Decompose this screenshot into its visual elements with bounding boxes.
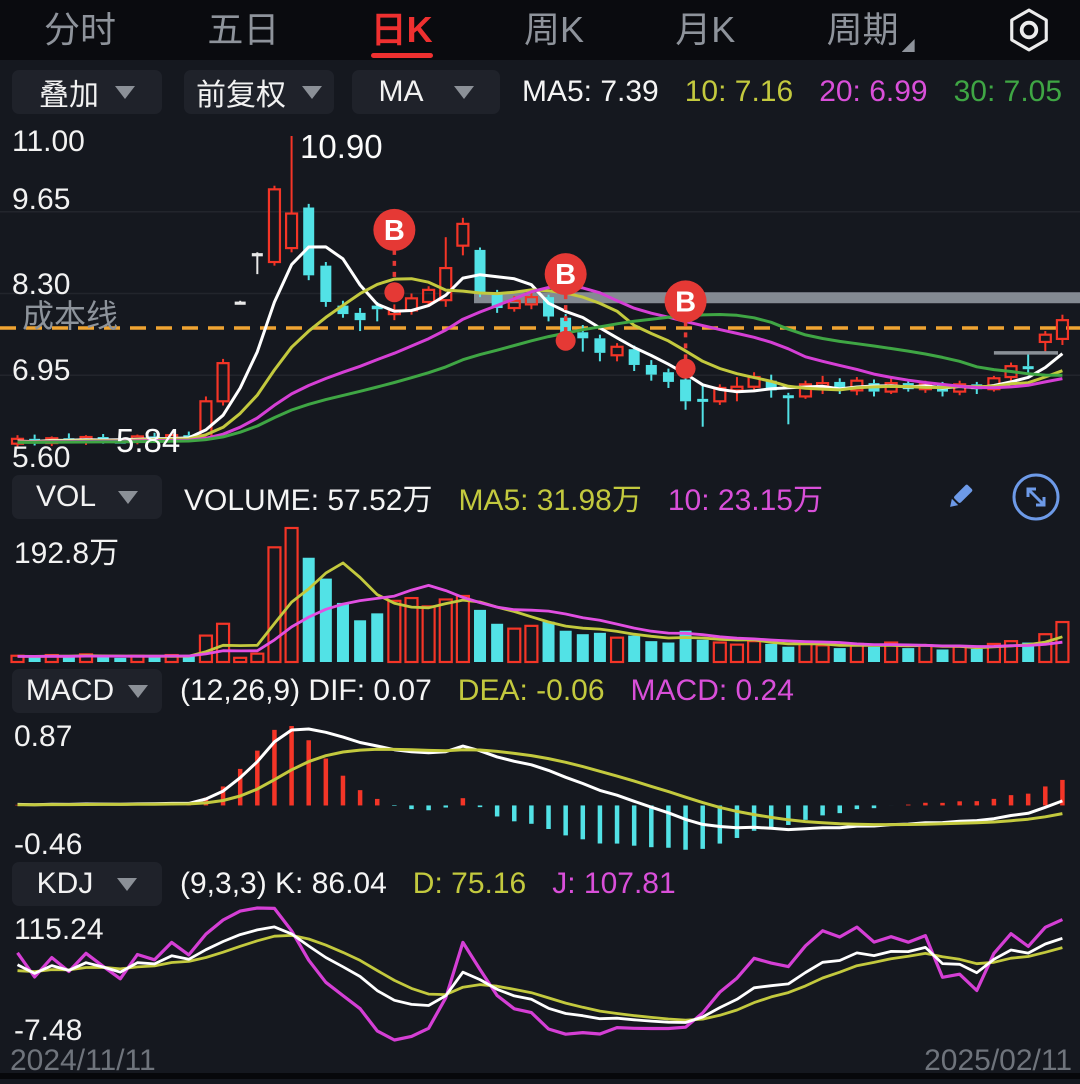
macd-legend: (12,26,9) DIF: 0.07 DEA: -0.06 MACD: 0.2… <box>180 674 820 708</box>
ma-legend: MA5: 7.39 10: 7.16 20: 6.99 30: 7.05 <box>522 75 1080 109</box>
macd-axis-label: 0.87 <box>14 720 73 753</box>
chevron-down-icon <box>453 85 474 99</box>
ma30-value: 30: 7.05 <box>953 75 1063 108</box>
chevron-down-icon <box>117 877 138 891</box>
kdj-axis-label: -7.48 <box>14 1014 83 1047</box>
chevron-down-icon <box>128 684 149 698</box>
k-value: (9,3,3) K: 86.04 <box>180 867 387 900</box>
x-axis-end-date: 2025/02/11 <box>924 1044 1072 1077</box>
ma5-value: MA5: 7.39 <box>522 75 659 108</box>
tab-daily-k[interactable]: 日K <box>370 0 433 60</box>
svg-text:B: B <box>555 259 576 291</box>
vol-axis-label: 192.8万 <box>14 537 120 570</box>
vol-legend: VOLUME: 57.52万 MA5: 31.98万 10: 23.15万 <box>184 475 849 519</box>
top-nav: 分时 五日 日K 周K 月K 周期 <box>0 0 1080 60</box>
vol-header-row: VOL VOLUME: 57.52万 MA5: 31.98万 10: 23.15… <box>0 472 1080 522</box>
tab-daily-k-label: 日K <box>370 9 433 50</box>
price-axis-label: 9.65 <box>12 183 71 216</box>
overlay-dropdown-label: 叠加 <box>39 79 99 112</box>
adjust-dropdown-label: 前复权 <box>196 79 286 112</box>
active-tab-underline <box>370 53 433 58</box>
indicator-dropdown-label: MA <box>378 75 424 108</box>
tab-weekly-k[interactable]: 周K <box>523 9 584 50</box>
settings-icon[interactable] <box>1006 7 1052 53</box>
macd-dropdown-label: MACD <box>25 674 115 707</box>
kdj-dropdown[interactable]: KDJ <box>12 862 162 906</box>
tab-five-day[interactable]: 五日 <box>207 9 280 50</box>
vol-dropdown-label: VOL <box>35 480 97 513</box>
j-value: J: 107.81 <box>552 867 676 900</box>
volume-value: VOLUME: 57.52万 <box>184 484 433 517</box>
x-axis-start-date: 2024/11/11 <box>10 1044 156 1077</box>
dif-value: (12,26,9) DIF: 0.07 <box>180 674 432 707</box>
price-axis-label: 5.60 <box>12 441 71 474</box>
indicator-dropdown[interactable]: MA <box>352 70 500 114</box>
tab-monthly-k[interactable]: 月K <box>675 9 736 50</box>
macd-value: MACD: 0.24 <box>630 674 794 707</box>
draw-pencil-icon[interactable] <box>932 472 988 522</box>
kdj-legend: (9,3,3) K: 86.04 D: 75.16 J: 107.81 <box>180 867 702 901</box>
tab-period-label: 周期 <box>826 9 899 50</box>
ma20-value: 20: 6.99 <box>819 75 928 108</box>
cost-line-label: 成本线 <box>22 298 119 334</box>
macd-axis-label: -0.46 <box>14 828 83 861</box>
svg-text:B: B <box>675 286 696 318</box>
kdj-header-row: KDJ (9,3,3) K: 86.04 D: 75.16 J: 107.81 <box>0 860 1080 908</box>
chevron-down-icon <box>118 490 139 504</box>
d-value: D: 75.16 <box>412 867 527 900</box>
vol-ma10-value: 10: 23.15万 <box>667 484 823 517</box>
tab-period[interactable]: 周期 <box>827 0 915 60</box>
fullscreen-expand-icon[interactable] <box>1008 472 1064 522</box>
chevron-down-icon <box>302 85 322 99</box>
toolbar-row: 叠加 前复权 MA MA5: 7.39 10: 7.16 20: 6.99 30… <box>0 66 1080 118</box>
kdj-dropdown-label: KDJ <box>36 867 94 900</box>
svg-text:B: B <box>384 215 405 247</box>
tab-intraday[interactable]: 分时 <box>44 9 117 50</box>
macd-header-row: MACD (12,26,9) DIF: 0.07 DEA: -0.06 MACD… <box>0 666 1080 716</box>
adjust-dropdown[interactable]: 前复权 <box>184 70 334 114</box>
overlay-dropdown[interactable]: 叠加 <box>12 70 162 114</box>
kdj-axis-label: 115.24 <box>14 913 104 946</box>
dea-value: DEA: -0.06 <box>457 674 605 707</box>
macd-dropdown[interactable]: MACD <box>12 669 162 713</box>
vol-dropdown[interactable]: VOL <box>12 475 162 519</box>
price-axis-label: 6.95 <box>12 354 71 387</box>
price-axis-label: 11.00 <box>12 125 85 158</box>
price-axis-label: 8.30 <box>12 268 71 301</box>
bottom-edge <box>0 1073 1080 1079</box>
low-price-annotation: 5.84 <box>116 422 181 459</box>
chevron-down-icon <box>115 85 135 99</box>
vol-ma5-value: MA5: 31.98万 <box>458 484 642 517</box>
ma10-value: 10: 7.16 <box>684 75 794 108</box>
high-price-annotation: 10.90 <box>300 128 383 165</box>
